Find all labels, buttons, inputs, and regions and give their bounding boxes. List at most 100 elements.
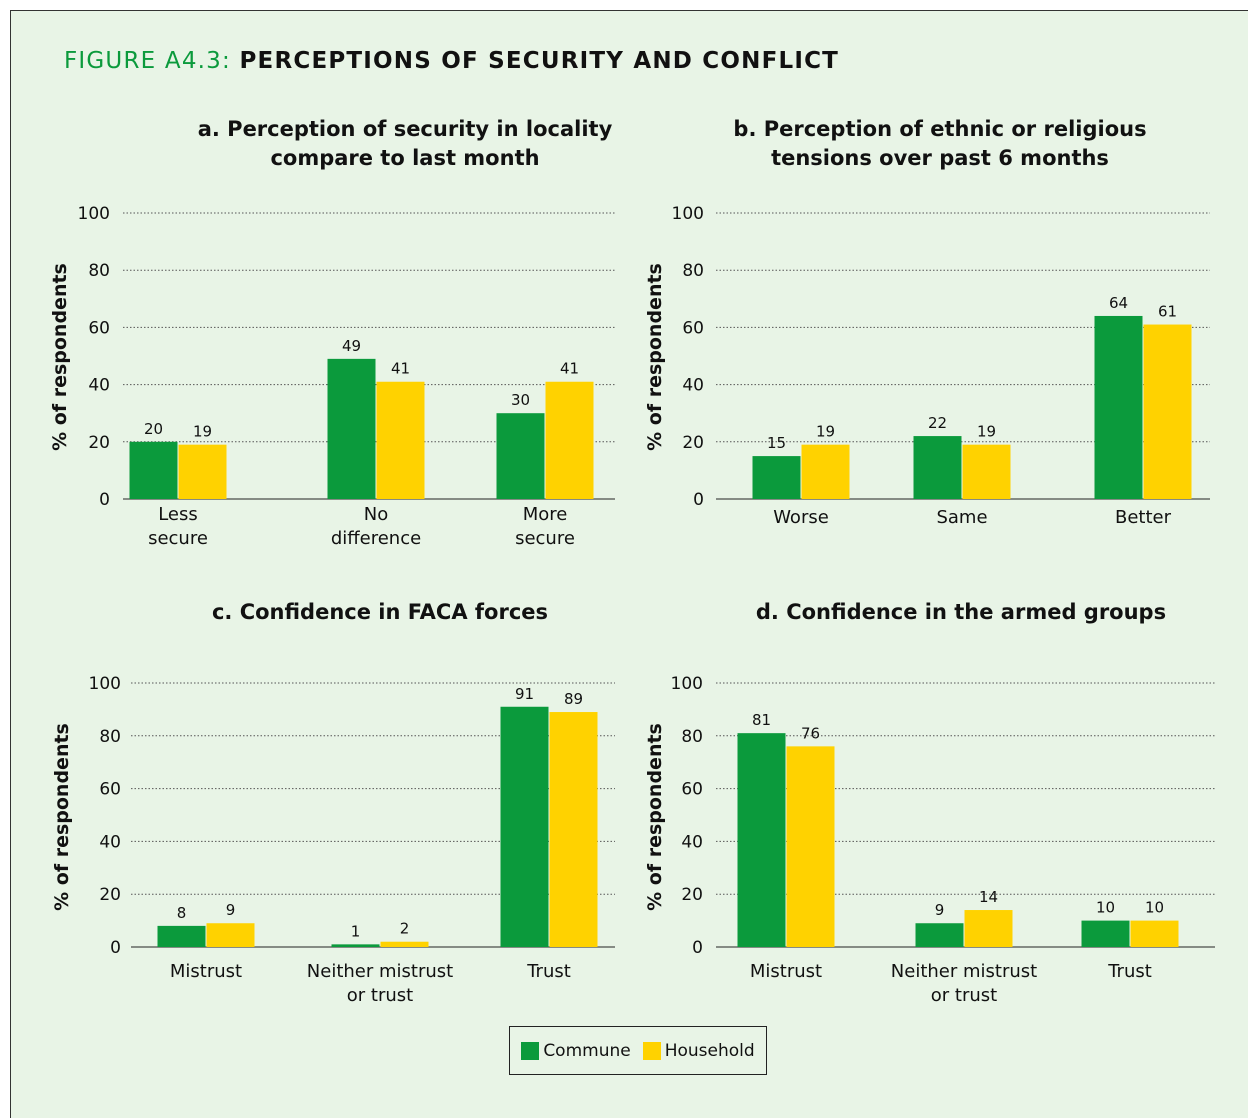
chart-a-ytick-label: 40 [88,376,110,396]
chart-a-bar-household [178,444,227,499]
chart-d-bar-household [786,746,835,947]
chart-b-data-label: 64 [1109,294,1128,312]
chart-d-ytick-label: 60 [681,780,703,800]
chart-b-bar-household [801,444,850,499]
chart-c-ytick-label: 80 [99,727,121,747]
chart-a-title: a. Perception of security in locality [198,117,613,141]
chart-a-category-label: Less [158,504,198,525]
chart-b-data-label: 19 [816,423,835,441]
chart-b-bar-commune [913,436,962,499]
chart-d-category-label: Mistrust [750,961,822,982]
figure-label: FIGURE A4.3: [64,48,231,74]
chart-c-data-label: 8 [177,904,187,922]
chart-b-data-label: 61 [1158,303,1177,321]
chart-c-data-label: 91 [515,685,534,703]
chart-c-bar-commune [157,925,206,947]
chart-c-ytick-label: 60 [99,780,121,800]
chart-a-data-label: 49 [342,337,361,355]
chart-d-bar-household [964,910,1013,947]
chart-c-bar-household [380,941,429,947]
chart-a-category-label: More [523,504,568,525]
chart-d-bar-commune [1081,920,1130,947]
chart-d-bar-commune [737,733,786,947]
chart-b-ylabel: % of respondents [644,263,666,451]
chart-a-category-label: difference [331,528,421,549]
chart-c-ytick-label: 0 [110,938,121,958]
chart-c-category-label: Mistrust [170,961,242,982]
chart-c-category-label: or trust [347,985,413,1006]
chart-c-bar-commune [500,706,549,947]
chart-a-bar-household [376,381,425,499]
legend-item-commune: Commune [521,1040,631,1061]
chart-a-data-label: 20 [144,420,163,438]
legend: Commune Household [509,1026,767,1075]
chart-b-data-label: 15 [767,434,786,452]
chart-c-title: c. Confidence in FACA forces [212,600,548,624]
chart-c-ytick-label: 20 [99,885,121,905]
chart-a-category-label: secure [515,528,575,549]
chart-a-ylabel: % of respondents [49,263,71,451]
chart-b-category-label: Same [936,507,987,528]
chart-a-ytick-label: 0 [99,490,110,510]
chart-c-ytick-label: 40 [99,832,121,852]
chart-a-data-label: 30 [511,391,530,409]
chart-d-ytick-label: 0 [692,938,703,958]
chart-a-ytick-label: 80 [88,261,110,281]
chart-b-bar-household [1143,324,1192,499]
chart-c-category-label: Neither mistrust [307,961,453,982]
chart-a-ytick-label: 60 [88,318,110,338]
chart-a-category-label: No [364,504,388,525]
chart-d-ytick-label: 20 [681,885,703,905]
chart-c-bar-household [549,712,598,947]
chart-d-bar-household [1130,920,1179,947]
chart-a-bar-commune [496,413,545,499]
chart-a-category-label: secure [148,528,208,549]
chart-a-data-label: 41 [391,360,410,378]
chart-c-ytick-label: 100 [89,674,121,694]
chart-b-data-label: 19 [977,423,996,441]
chart-c-bar-household [206,923,255,947]
chart-d-ytick-label: 40 [681,832,703,852]
chart-b-ytick-label: 60 [682,318,704,338]
chart-c-data-label: 1 [351,922,361,940]
chart-a-ytick-label: 100 [78,204,110,224]
chart-d-bar-commune [915,923,964,947]
legend-label-commune: Commune [543,1040,631,1061]
chart-b-ytick-label: 80 [682,261,704,281]
chart-a-data-label: 19 [193,423,212,441]
chart-c-data-label: 2 [400,920,410,938]
chart-d-ylabel: % of respondents [644,723,666,911]
chart-c-data-label: 9 [226,901,236,919]
chart-d-data-label: 10 [1145,899,1164,917]
figure-title: FIGURE A4.3: PERCEPTIONS OF SECURITY AND… [64,48,839,74]
chart-d-data-label: 10 [1096,899,1115,917]
chart-c-bar-commune [331,944,380,947]
chart-d-data-label: 9 [935,901,945,919]
chart-d-category-label: Trust [1107,961,1152,982]
chart-b-data-label: 22 [928,414,947,432]
chart-b-title: b. Perception of ethnic or religious [733,117,1146,141]
chart-d-ytick-label: 100 [671,674,703,694]
chart-d-ytick-label: 80 [681,727,703,747]
chart-d-data-label: 81 [752,711,771,729]
chart-a-data-label: 41 [560,360,579,378]
chart-b-ytick-label: 100 [672,204,704,224]
chart-d-data-label: 14 [979,888,998,906]
chart-b-title: tensions over past 6 months [771,146,1109,170]
chart-a-ytick-label: 20 [88,433,110,453]
chart-a-title: compare to last month [270,146,539,170]
chart-d-category-label: or trust [931,985,997,1006]
chart-b-ytick-label: 40 [682,376,704,396]
chart-b-category-label: Worse [773,507,829,528]
chart-b-ytick-label: 0 [693,490,704,510]
chart-c-data-label: 89 [564,690,583,708]
chart-d-data-label: 76 [801,724,820,742]
legend-swatch-commune [521,1041,540,1060]
chart-d-title: d. Confidence in the armed groups [756,600,1166,624]
chart-c-ylabel: % of respondents [51,723,73,911]
figure-title-text: PERCEPTIONS OF SECURITY AND CONFLICT [239,48,840,74]
chart-b-bar-household [962,444,1011,499]
legend-swatch-household [642,1041,661,1060]
chart-b-category-label: Better [1115,507,1172,528]
